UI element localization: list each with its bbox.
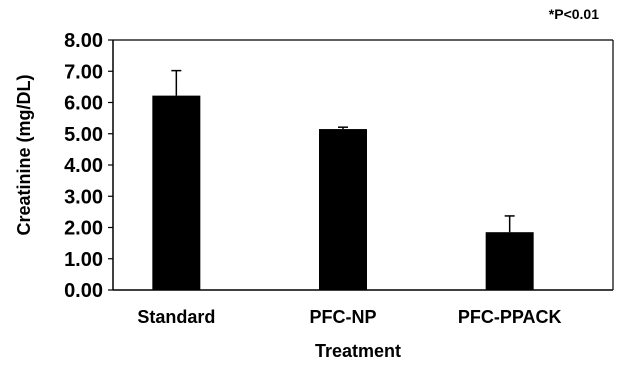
significance-annotation: *P<0.01 (549, 6, 599, 22)
y-tick-label: 2.00 (64, 218, 103, 240)
y-tick-label: 5.00 (64, 124, 103, 146)
y-tick-label: 1.00 (64, 249, 103, 271)
x-category-label: PFC-NP (310, 307, 377, 327)
bar (485, 232, 534, 290)
x-axis-title: Treatment (315, 341, 401, 361)
y-tick-label: 3.00 (64, 186, 103, 208)
y-tick-label: 0.00 (64, 280, 103, 302)
x-category-label: Standard (137, 307, 215, 327)
plot-area: 0.00 1.00 2.00 3.00 4.00 5.00 6.00 7.00 8.00 Stan… (64, 30, 614, 327)
y-axis-title: Creatinine (mg/DL) (14, 74, 34, 235)
y-tick-label: 8.00 (64, 30, 103, 52)
y-tick-label: 7.00 (64, 61, 103, 83)
y-tick-label: 4.00 (64, 155, 103, 177)
bar (152, 95, 201, 290)
y-tick-label: 6.00 (64, 93, 103, 115)
x-category-label: PFC-PPACK (458, 307, 562, 327)
bar (319, 129, 367, 290)
